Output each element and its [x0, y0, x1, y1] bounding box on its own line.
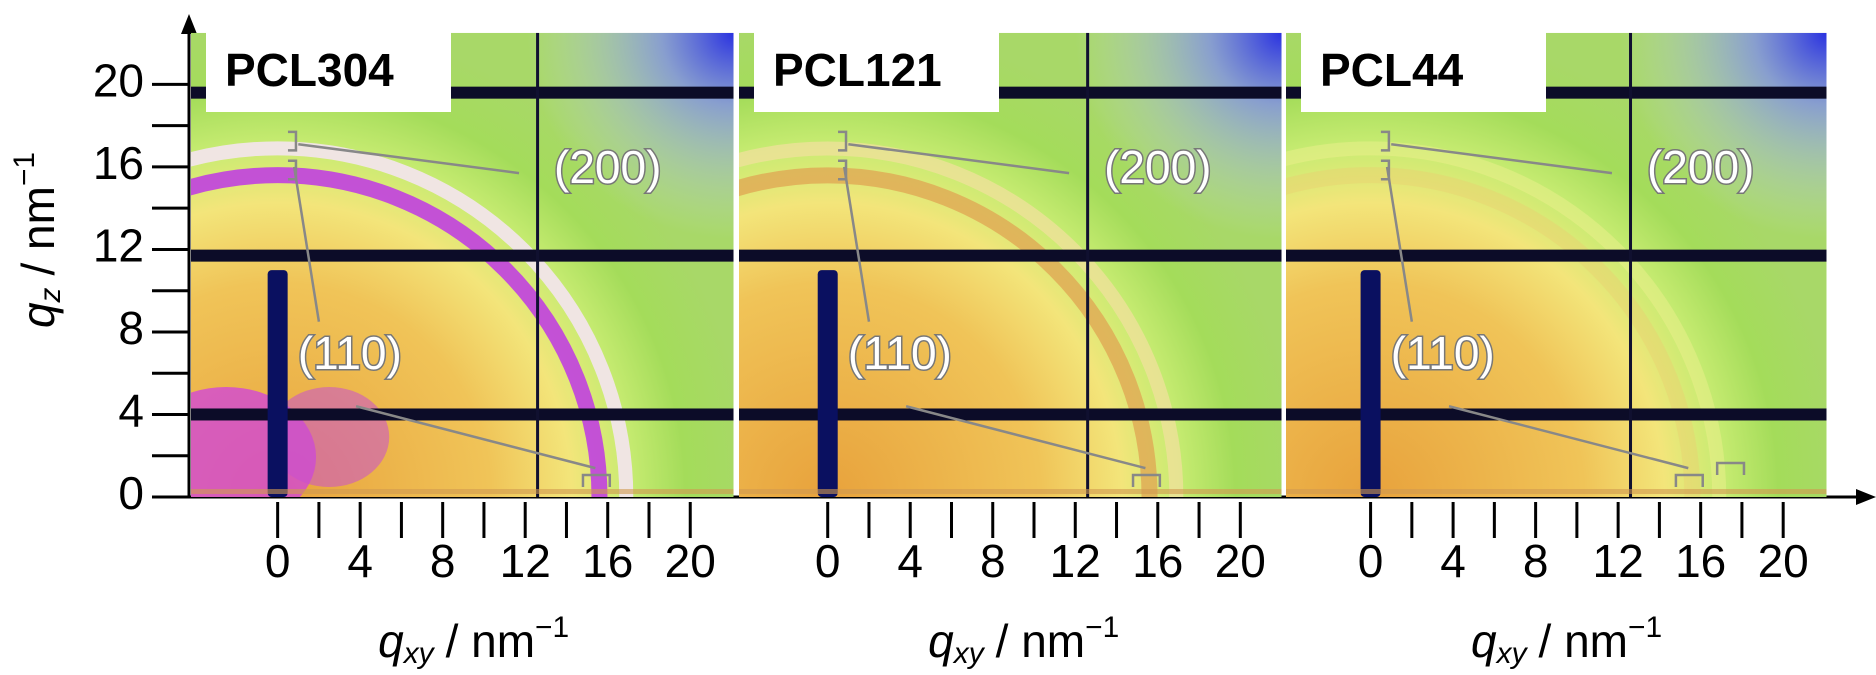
annotation: (110)	[298, 327, 402, 379]
axis-title-var: q	[12, 302, 64, 328]
x-tick-label: 4	[1440, 535, 1466, 587]
x-tick-label: 20	[1758, 535, 1809, 587]
axis-title-sub: xy	[1495, 637, 1529, 670]
y-tick-label: 16	[93, 137, 144, 189]
annotation: (200)	[1647, 141, 1754, 193]
annotation: (200)	[1104, 141, 1211, 193]
annotation: (200)	[554, 141, 661, 193]
y-tick-label: 0	[118, 467, 144, 519]
axis-title-sub: z	[34, 287, 67, 303]
detector-gap	[1629, 33, 1632, 497]
detector-gap	[739, 250, 1282, 262]
axis-title: qz / nm−1	[8, 152, 67, 328]
horizon	[739, 489, 1282, 494]
axis-title: qxy / nm−1	[378, 611, 569, 670]
axis-title-unit: / nm	[996, 615, 1085, 667]
x-tick-label: 20	[1215, 535, 1266, 587]
panel-title: PCL304	[225, 44, 394, 96]
x-tick-label: 12	[1593, 535, 1644, 587]
x-tick-label: 0	[1358, 535, 1384, 587]
detector-gap	[536, 33, 539, 497]
beam-stop	[818, 270, 838, 497]
x-tick-label: 12	[500, 535, 551, 587]
y-tick-label: 12	[93, 220, 144, 272]
axis-title-sup: −1	[1628, 611, 1662, 644]
x-tick-label: 8	[1523, 535, 1549, 587]
axis-title-unit: / nm	[1539, 615, 1628, 667]
annotation: (110)	[848, 327, 952, 379]
axis-title-sub: xy	[952, 637, 986, 670]
x-axis-arrow	[1856, 489, 1876, 505]
beam-stop	[1361, 270, 1381, 497]
y-tick-label: 8	[118, 302, 144, 354]
panel-title: PCL44	[1320, 44, 1464, 96]
x-tick-label: 16	[1132, 535, 1183, 587]
axis-title-sup: −1	[1085, 611, 1119, 644]
detector-gap	[191, 250, 734, 262]
axis-title: qxy / nm−1	[1471, 611, 1662, 670]
x-tick-label: 16	[582, 535, 633, 587]
panel-title: PCL121	[773, 44, 942, 96]
horizon	[191, 489, 734, 494]
x-tick-label: 20	[665, 535, 716, 587]
y-axis-arrow	[181, 14, 197, 34]
axis-title-sup: −1	[8, 152, 41, 186]
detector-gap	[1286, 250, 1827, 262]
annotation: (110)	[1391, 327, 1495, 379]
y-tick-label: 20	[93, 55, 144, 107]
x-tick-label: 8	[430, 535, 456, 587]
axis-title-sup: −1	[535, 611, 569, 644]
x-tick-label: 4	[897, 535, 923, 587]
x-tick-label: 4	[347, 535, 373, 587]
x-tick-label: 16	[1675, 535, 1726, 587]
x-tick-label: 8	[980, 535, 1006, 587]
axis-title-unit: / nm	[12, 186, 64, 275]
figure: PCL304(200)(110)048121620qxy/ nm−1048121…	[0, 0, 1876, 675]
y-tick-label: 4	[118, 385, 144, 437]
axis-title-var: q	[378, 615, 404, 667]
beam-stop	[268, 270, 288, 497]
axis-title-var: q	[928, 615, 954, 667]
x-tick-label: 12	[1050, 535, 1101, 587]
x-tick-label: 0	[265, 535, 291, 587]
x-tick-label: 0	[815, 535, 841, 587]
axis-title-sub: xy	[402, 637, 436, 670]
detector-gap	[1086, 33, 1089, 497]
axis-title-unit: / nm	[446, 615, 535, 667]
horizon	[1286, 489, 1827, 494]
axis-title-var: q	[1471, 615, 1497, 667]
axis-title: qxy / nm−1	[928, 611, 1119, 670]
